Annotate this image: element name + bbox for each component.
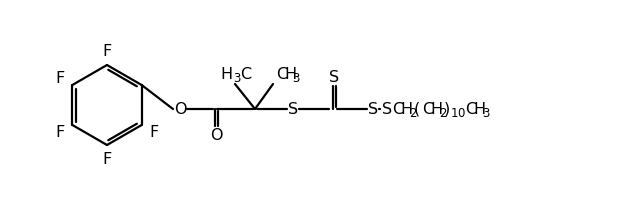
Text: H: H bbox=[400, 101, 412, 117]
Text: S: S bbox=[382, 101, 392, 117]
Text: 1: 1 bbox=[451, 106, 458, 119]
Text: O: O bbox=[173, 101, 186, 117]
Text: F: F bbox=[102, 152, 111, 167]
Text: 2: 2 bbox=[439, 106, 447, 119]
Text: 3: 3 bbox=[292, 72, 300, 84]
Text: F: F bbox=[149, 125, 158, 139]
Text: C: C bbox=[465, 101, 476, 117]
Text: S: S bbox=[330, 70, 340, 84]
Text: F: F bbox=[56, 125, 65, 139]
Text: (: ( bbox=[414, 101, 420, 117]
Text: H: H bbox=[430, 101, 442, 117]
Text: C: C bbox=[240, 66, 251, 81]
Text: C: C bbox=[422, 101, 433, 117]
Text: ): ) bbox=[444, 101, 451, 117]
Text: H: H bbox=[220, 66, 232, 81]
Text: C: C bbox=[276, 66, 287, 81]
Text: 3: 3 bbox=[233, 72, 241, 84]
Text: H: H bbox=[473, 101, 485, 117]
Text: 3: 3 bbox=[482, 106, 490, 119]
Text: C: C bbox=[392, 101, 403, 117]
Text: S: S bbox=[288, 101, 298, 117]
Text: O: O bbox=[211, 128, 223, 143]
Text: 2: 2 bbox=[409, 106, 417, 119]
Text: F: F bbox=[102, 44, 111, 59]
Text: F: F bbox=[56, 70, 65, 86]
Text: S: S bbox=[368, 101, 378, 117]
Text: H: H bbox=[284, 66, 296, 81]
Text: 0: 0 bbox=[457, 106, 465, 119]
